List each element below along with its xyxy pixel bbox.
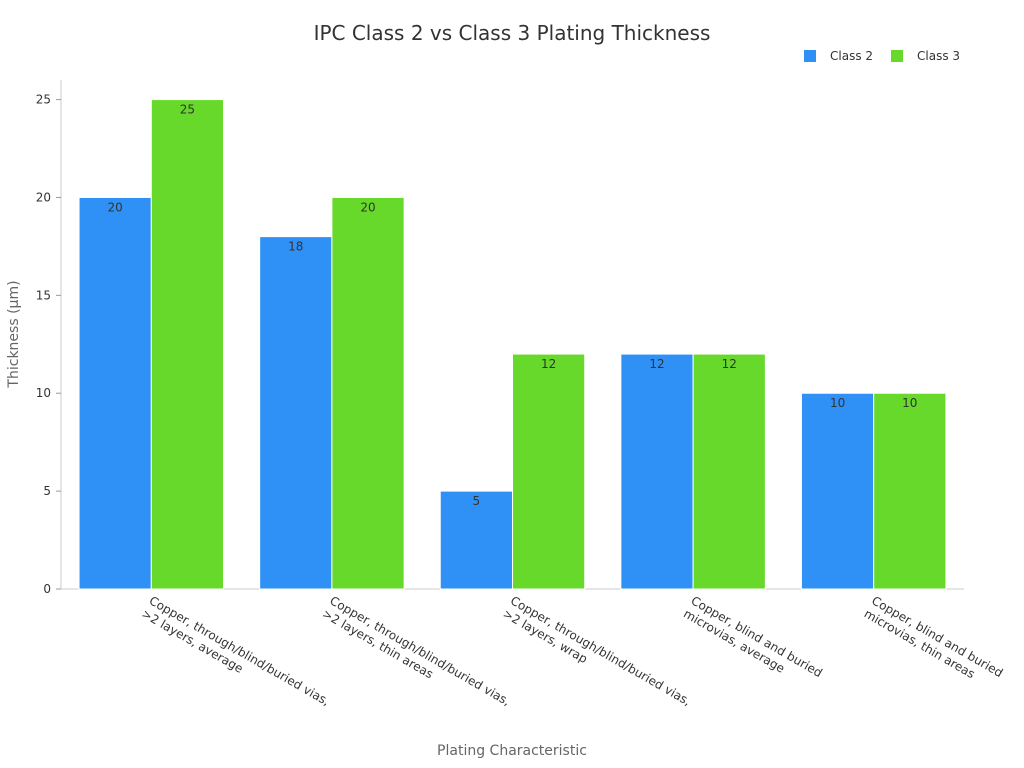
bar-class-3[interactable] — [873, 392, 947, 590]
x-tick-label-line: Copper, through/blind/buried vias, — [327, 593, 512, 708]
bar-class-2[interactable] — [259, 236, 333, 590]
bar-value-label: 20 — [108, 200, 123, 214]
bar-value-label: 12 — [541, 357, 556, 371]
x-axis-title: Plating Characteristic — [437, 743, 587, 759]
x-axis-labels: Copper, through/blind/buried vias,>2 lay… — [139, 593, 1006, 708]
y-tick-label: 5 — [43, 484, 51, 498]
bar-class-3[interactable] — [150, 99, 225, 590]
bar-value-label: 18 — [288, 240, 303, 254]
bar-value-label: 20 — [360, 200, 375, 214]
bar-value-label: 12 — [722, 357, 737, 371]
bar-class-3[interactable] — [692, 353, 766, 590]
x-tick-label-line: Copper, blind and buried — [689, 593, 825, 680]
legend-label: Class 2 — [830, 49, 873, 63]
y-axis-title: Thickness (µm) — [6, 280, 22, 388]
x-tick-label: Copper, through/blind/buried vias,>2 lay… — [320, 593, 513, 708]
y-tick-label: 0 — [43, 582, 51, 596]
y-tick-label: 10 — [36, 386, 51, 400]
bar-class-2[interactable] — [439, 490, 514, 590]
bar-class-2[interactable] — [620, 353, 694, 590]
legend-item-class-3[interactable]: Class 3 — [891, 49, 960, 63]
x-tick-label: Copper, through/blind/buried vias,>2 lay… — [501, 593, 694, 708]
bar-class-2[interactable] — [800, 392, 875, 590]
y-tick-label: 15 — [36, 288, 51, 302]
bar-class-2[interactable] — [78, 196, 152, 590]
x-tick-label: Copper, through/blind/buried vias,>2 lay… — [139, 593, 332, 708]
bar-class-3[interactable] — [512, 353, 586, 590]
legend-swatch — [891, 50, 903, 62]
y-tick-label: 25 — [36, 93, 51, 107]
bar-value-label: 5 — [473, 494, 481, 508]
legend[interactable]: Class 2 Class 3 — [804, 49, 960, 63]
bars: 20 25 18 20 5 12 12 12 10 10 — [78, 99, 947, 590]
x-tick-label-line: Copper, through/blind/buried vias, — [508, 593, 693, 708]
legend-item-class-2[interactable]: Class 2 — [804, 49, 873, 63]
x-tick-label-line: Copper, blind and buried — [869, 593, 1005, 680]
bar-value-label: 10 — [830, 396, 845, 410]
legend-label: Class 3 — [917, 49, 960, 63]
bar-value-label: 10 — [902, 396, 917, 410]
y-tick-label: 20 — [36, 190, 51, 204]
chart-title: IPC Class 2 vs Class 3 Plating Thickness — [314, 21, 711, 45]
legend-swatch — [804, 50, 816, 62]
bar-value-label: 12 — [649, 357, 664, 371]
x-tick-label-line: Copper, through/blind/buried vias, — [147, 593, 332, 708]
bar-class-3[interactable] — [331, 196, 405, 590]
y-axis-ticks: 0 5 10 15 20 25 — [36, 93, 61, 596]
bar-value-label: 25 — [180, 103, 195, 117]
